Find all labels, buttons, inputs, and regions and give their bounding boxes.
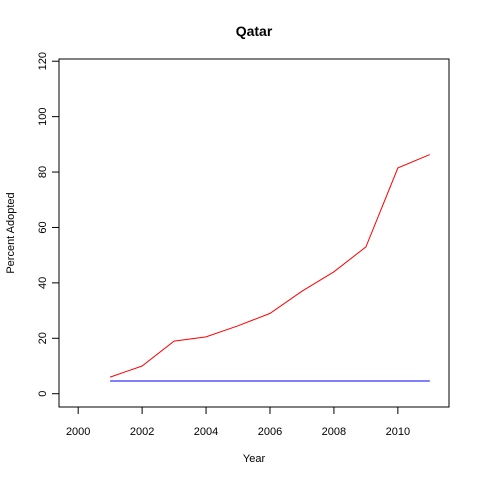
x-tick-label: 2000 <box>66 426 90 438</box>
chart-title: Qatar <box>236 23 273 39</box>
x-tick-label: 2002 <box>130 426 154 438</box>
x-axis-label: Year <box>243 453 266 465</box>
y-tick-label: 60 <box>37 221 49 233</box>
y-tick-label: 0 <box>37 391 49 397</box>
x-tick-label: 2010 <box>386 426 410 438</box>
x-axis: 2000 2002 2004 2006 2008 2010 <box>66 406 410 438</box>
y-tick-label: 20 <box>37 332 49 344</box>
series-layer <box>109 154 430 382</box>
y-tick-label: 80 <box>37 166 49 178</box>
x-tick-label: 2008 <box>322 426 346 438</box>
y-tick-label: 40 <box>37 277 49 289</box>
x-tick-label: 2006 <box>258 426 282 438</box>
y-tick-label: 120 <box>37 52 49 70</box>
plot-frame <box>58 58 450 408</box>
x-tick-label: 2004 <box>194 426 218 438</box>
y-axis: 0 20 40 60 80 100 120 <box>37 52 60 397</box>
y-tick-label: 100 <box>37 107 49 125</box>
series-line-1 <box>109 154 430 378</box>
y-axis-label: Percent Adopted <box>5 192 17 273</box>
